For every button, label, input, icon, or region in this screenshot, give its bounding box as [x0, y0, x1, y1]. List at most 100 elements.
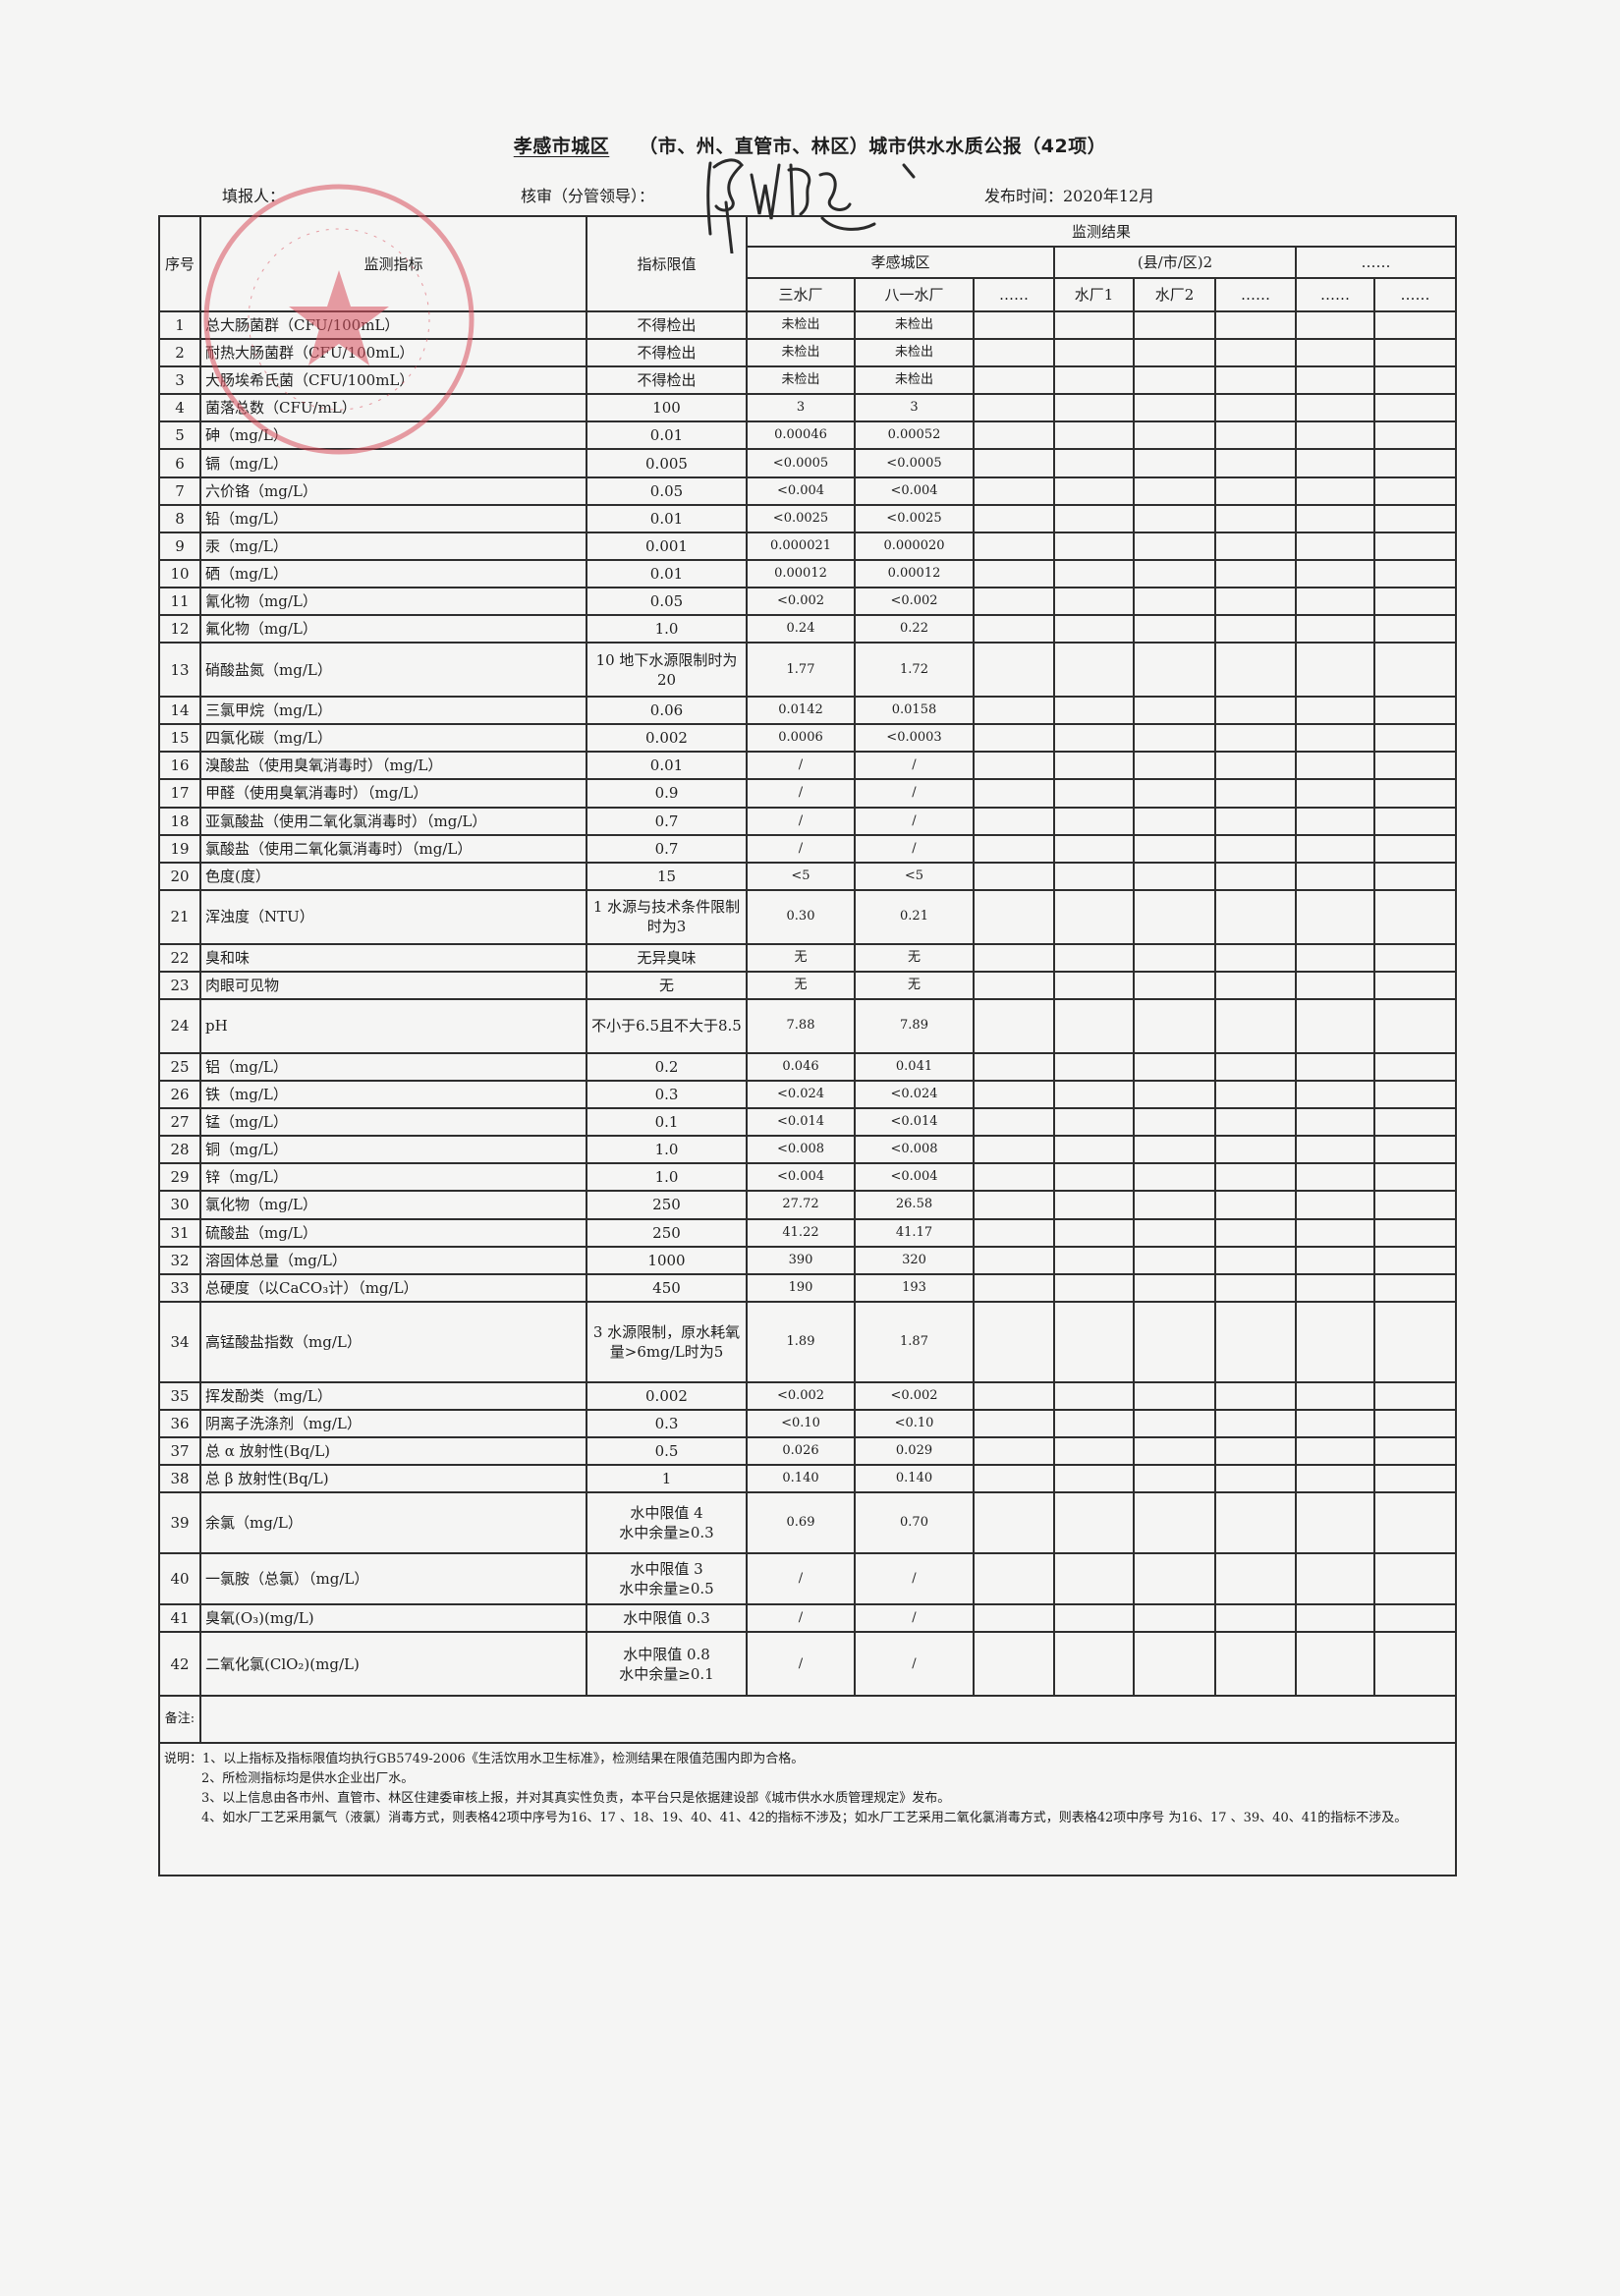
row-seq: 12: [158, 614, 201, 644]
row-value-empty: [973, 696, 1055, 726]
row-value-empty: [1214, 861, 1297, 891]
row-value-empty: [1053, 942, 1135, 973]
row-indicator: 亚氯酸盐（使用二氧化氯消毒时）（mg/L）: [199, 806, 587, 836]
row-limit: 不得检出: [586, 338, 748, 368]
row-limit: 水中限值 3 水中余量≥0.5: [586, 1552, 748, 1606]
row-value-sanshuichang: 0.046: [746, 1051, 856, 1083]
row-seq: 41: [158, 1603, 201, 1634]
row-indicator: 菌落总数（CFU/mL）: [199, 393, 587, 423]
row-seq: 37: [158, 1435, 201, 1467]
row-limit-line: 1.0: [654, 1168, 679, 1187]
row-value-sanshuichang: 无: [746, 970, 856, 1000]
row-value-empty: [973, 1491, 1055, 1555]
row-value-empty: [973, 448, 1055, 478]
row-limit-line: 水中限值 0.8: [623, 1645, 710, 1663]
row-value-empty: [1053, 1552, 1135, 1606]
row-seq: 27: [158, 1107, 201, 1138]
header-results: 监测结果: [745, 215, 1458, 248]
row-value-empty: [1214, 778, 1297, 809]
row-seq: 16: [158, 751, 201, 781]
row-value-empty: [973, 309, 1055, 341]
row-limit: 水中限值 4 水中余量≥0.3: [586, 1491, 748, 1555]
row-seq: 34: [158, 1300, 201, 1383]
row-value-empty: [1133, 1603, 1216, 1634]
row-value-empty: [973, 558, 1055, 588]
row-value-empty: [1214, 1435, 1297, 1467]
row-limit-line: 不小于6.5且不大于8.5: [591, 1017, 742, 1036]
row-indicator: 二氧化氯(ClO₂)(mg/L): [199, 1631, 587, 1698]
table-row: 5 砷（mg/L） 0.01 0.00046 0.00052: [158, 420, 1458, 451]
row-limit-line: 0.01: [649, 426, 684, 445]
row-limit-line: 10 地下水源限制时为20: [595, 650, 738, 689]
row-indicator: 镉（mg/L）: [199, 448, 587, 478]
row-limit-line: 0.05: [649, 481, 684, 500]
row-seq: 32: [158, 1245, 201, 1275]
table-row: 21 浑浊度（NTU） 1 水源与技术条件限制时为3 0.30 0.21: [158, 888, 1458, 945]
row-value-empty: [973, 1080, 1055, 1110]
row-indicator: 硒（mg/L）: [199, 558, 587, 588]
row-value-empty: [973, 365, 1055, 396]
row-value-empty: [1214, 1300, 1297, 1383]
row-value-empty: [1372, 393, 1458, 423]
note-line: 3、以上信息由各市州、直管市、林区住建委审核上报，并对其真实性负责，本平台只是依…: [201, 1791, 951, 1807]
row-value-empty: [1133, 696, 1216, 726]
row-value-empty: [973, 1408, 1055, 1439]
row-value-empty: [1133, 1272, 1216, 1303]
row-value-empty: [1214, 833, 1297, 864]
row-value-bayishuichang: 0.041: [854, 1051, 975, 1083]
row-value-empty: [1372, 1190, 1458, 1220]
row-limit-line: 0.1: [654, 1113, 679, 1132]
table-row: 31 硫酸盐（mg/L） 250 41.22 41.17: [158, 1217, 1458, 1248]
row-value-empty: [973, 1190, 1055, 1220]
row-value-empty: [1295, 1245, 1375, 1275]
row-value-empty: [1214, 476, 1297, 506]
row-value-empty: [1214, 970, 1297, 1000]
row-value-empty: [1295, 476, 1375, 506]
table-row: 26 铁（mg/L） 0.3 <0.024 <0.024: [158, 1080, 1458, 1110]
row-value-empty: [973, 1162, 1055, 1193]
row-limit: 0.06: [586, 696, 748, 726]
row-value-empty: [1133, 614, 1216, 644]
row-value-empty: [1372, 586, 1458, 617]
row-indicator: 硫酸盐（mg/L）: [199, 1217, 587, 1248]
row-value-sanshuichang: 未检出: [746, 309, 856, 341]
row-limit-line: 0.01: [649, 509, 684, 528]
row-value-empty: [1214, 1272, 1297, 1303]
row-seq: 26: [158, 1080, 201, 1110]
row-value-empty: [1053, 1162, 1135, 1193]
row-value-sanshuichang: <0.0025: [746, 503, 856, 533]
row-value-bayishuichang: <0.004: [854, 1162, 975, 1193]
row-value-sanshuichang: 7.88: [746, 997, 856, 1054]
filler-label: 填报人：: [222, 187, 286, 205]
row-value-empty: [973, 1631, 1055, 1698]
row-limit-line: 1.0: [654, 620, 679, 639]
row-value-empty: [973, 1552, 1055, 1606]
row-indicator: 铁（mg/L）: [199, 1080, 587, 1110]
row-value-empty: [1053, 476, 1135, 506]
row-value-empty: [1133, 1190, 1216, 1220]
row-value-sanshuichang: 27.72: [746, 1190, 856, 1220]
row-value-empty: [973, 723, 1055, 754]
row-limit-line: 0.002: [645, 729, 688, 748]
table-row: 4 菌落总数（CFU/mL） 100 3 3: [158, 393, 1458, 423]
row-value-empty: [1372, 751, 1458, 781]
row-indicator: 总大肠菌群（CFU/100mL）: [199, 309, 587, 341]
row-value-bayishuichang: /: [854, 751, 975, 781]
row-value-empty: [973, 1245, 1055, 1275]
row-limit-line: 0.01: [649, 564, 684, 583]
table-row: 8 铅（mg/L） 0.01 <0.0025 <0.0025: [158, 503, 1458, 533]
row-value-empty: [1372, 642, 1458, 699]
row-value-bayishuichang: <0.004: [854, 476, 975, 506]
row-value-empty: [1053, 696, 1135, 726]
row-value-empty: [1053, 861, 1135, 891]
row-limit-line: 250: [652, 1196, 681, 1214]
row-value-empty: [1372, 1552, 1458, 1606]
row-value-empty: [1133, 531, 1216, 561]
row-value-empty: [1295, 309, 1375, 341]
row-limit: 0.7: [586, 806, 748, 836]
row-value-bayishuichang: <0.002: [854, 1380, 975, 1411]
row-value-empty: [973, 476, 1055, 506]
row-value-empty: [1053, 723, 1135, 754]
row-value-bayishuichang: 193: [854, 1272, 975, 1303]
row-value-empty: [1295, 778, 1375, 809]
